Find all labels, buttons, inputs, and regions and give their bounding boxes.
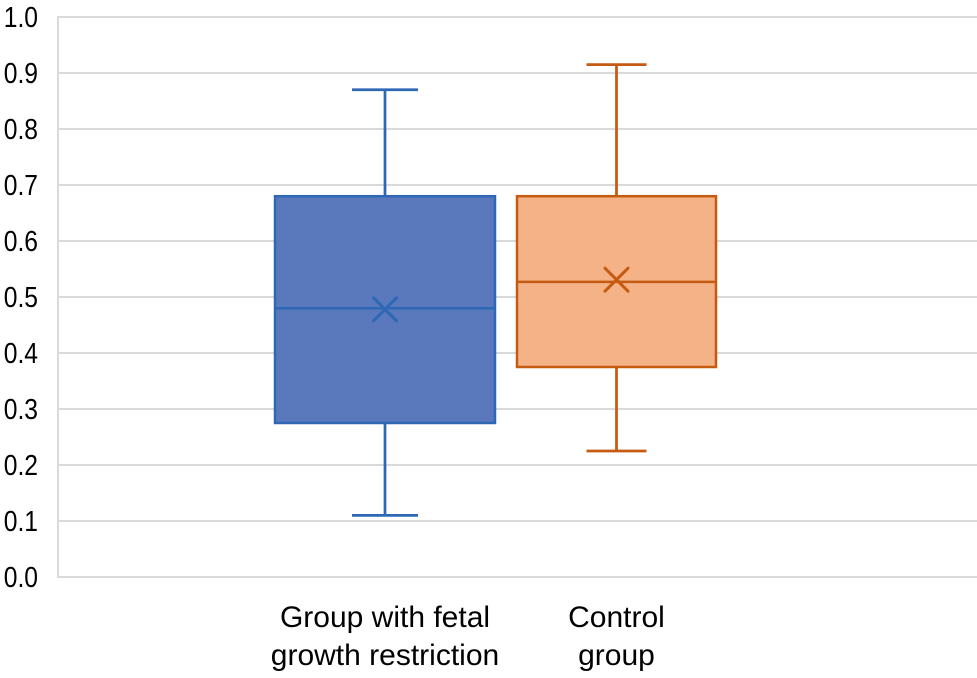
mean-x-marker (372, 296, 398, 323)
category-label-control-line2: group (578, 639, 655, 672)
category-label-control-line1: Control (568, 601, 665, 634)
y-tick-label: 0.6 (4, 225, 38, 257)
y-tick-label: 0.4 (4, 337, 38, 369)
y-axis-labels: 1.0 0.9 0.8 0.7 0.6 0.5 0.4 0.3 0.2 0.1 … (4, 1, 38, 593)
y-tick-label: 0.2 (4, 449, 38, 481)
y-tick-label: 0.1 (4, 505, 38, 537)
y-tick-label: 0.9 (4, 57, 38, 89)
y-tick-label: 1.0 (4, 1, 38, 33)
category-label-fgr-line2: growth restriction (271, 639, 499, 672)
mean-x-marker (603, 266, 630, 293)
y-tick-label: 0.3 (4, 393, 38, 425)
plot-layer (57, 16, 977, 578)
y-tick-label: 0.0 (4, 561, 38, 593)
category-label-fgr-line1: Group with fetal (280, 601, 490, 634)
y-tick-label: 0.5 (4, 281, 38, 313)
x-axis-labels: Group with fetal growth restriction Cont… (271, 601, 665, 672)
y-tick-label: 0.7 (4, 169, 38, 201)
y-tick-label: 0.8 (4, 113, 38, 145)
